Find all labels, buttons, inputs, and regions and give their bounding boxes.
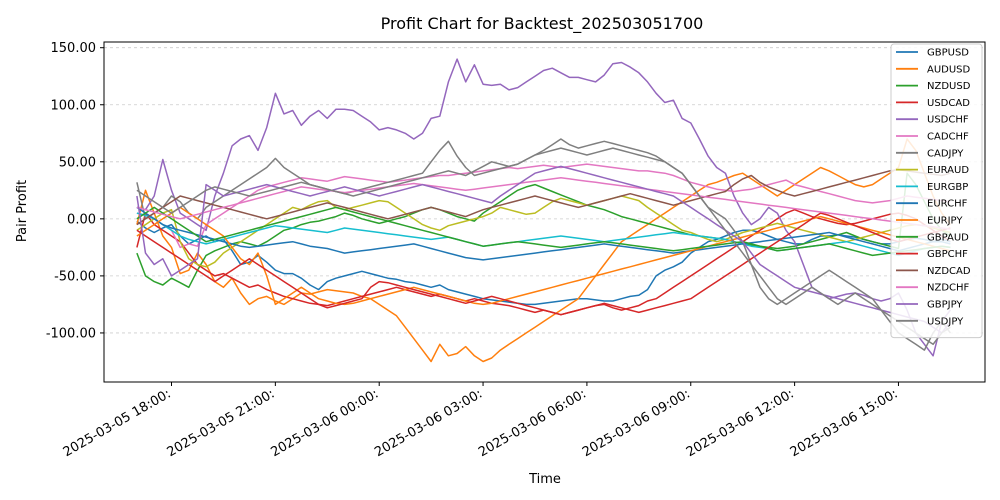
- plot-frame: [103, 41, 986, 383]
- series-line-gbpchf: [136, 212, 951, 316]
- y-tick-label: -100.00: [46, 326, 96, 341]
- legend-label-usdjpy: USDJPY: [927, 316, 964, 327]
- series-line-gbpaud: [136, 206, 951, 257]
- series-line-usdjpy: [136, 147, 951, 346]
- chart-title: Profit Chart for Backtest_202503051700: [381, 14, 704, 34]
- legend-label-usdchf: USDCHF: [927, 115, 969, 126]
- series-line-gbpusd: [136, 220, 951, 306]
- legend-label-usdcad: USDCAD: [927, 98, 970, 109]
- series-line-nzdchf: [136, 177, 951, 230]
- legend-label-cadjpy: CADJPY: [927, 148, 964, 159]
- y-tick-label: 0.00: [67, 212, 96, 227]
- series-line-nzdcad: [136, 169, 951, 226]
- legend-box: [890, 43, 983, 339]
- legend-label-cadchf: CADCHF: [927, 132, 969, 143]
- y-tick-label: 150.00: [51, 41, 97, 56]
- y-tick-label: 50.00: [59, 155, 96, 170]
- legend-label-gbpchf: GBPCHF: [927, 249, 968, 260]
- y-tick-label: -50.00: [54, 269, 96, 284]
- series-line-gbpjpy: [136, 165, 951, 334]
- x-axis-title: Time: [528, 472, 561, 487]
- series-line-nzdusd: [136, 172, 951, 289]
- series-line-cadjpy: [136, 138, 951, 351]
- legend-label-eurchf: EURCHF: [927, 199, 968, 210]
- series-line-audusd: [136, 138, 951, 363]
- series-line-eurjpy: [136, 206, 951, 306]
- legend-label-euraud: EURAUD: [927, 165, 969, 176]
- legend-label-gbpjpy: GBPJPY: [927, 300, 963, 311]
- plot-area: -100.00-50.000.0050.00100.00150.002025-0…: [46, 41, 986, 460]
- legend-label-gbpusd: GBPUSD: [927, 48, 969, 59]
- series-line-eurchf: [136, 206, 951, 261]
- legend-label-gbpaud: GBPAUD: [927, 232, 969, 243]
- y-tick-label: 100.00: [51, 98, 97, 113]
- y-axis-title: Pair Profit: [15, 180, 30, 242]
- legend-label-audusd: AUDUSD: [927, 64, 971, 75]
- legend-label-eurjpy: EURJPY: [927, 216, 963, 227]
- legend-label-nzdchf: NZDCHF: [927, 283, 970, 294]
- legend-label-eurgbp: EURGBP: [927, 182, 968, 193]
- legend-label-nzdusd: NZDUSD: [927, 81, 971, 92]
- plot-background: [104, 42, 985, 382]
- series-line-euraud: [136, 195, 951, 268]
- legend-label-nzdcad: NZDCAD: [927, 266, 971, 277]
